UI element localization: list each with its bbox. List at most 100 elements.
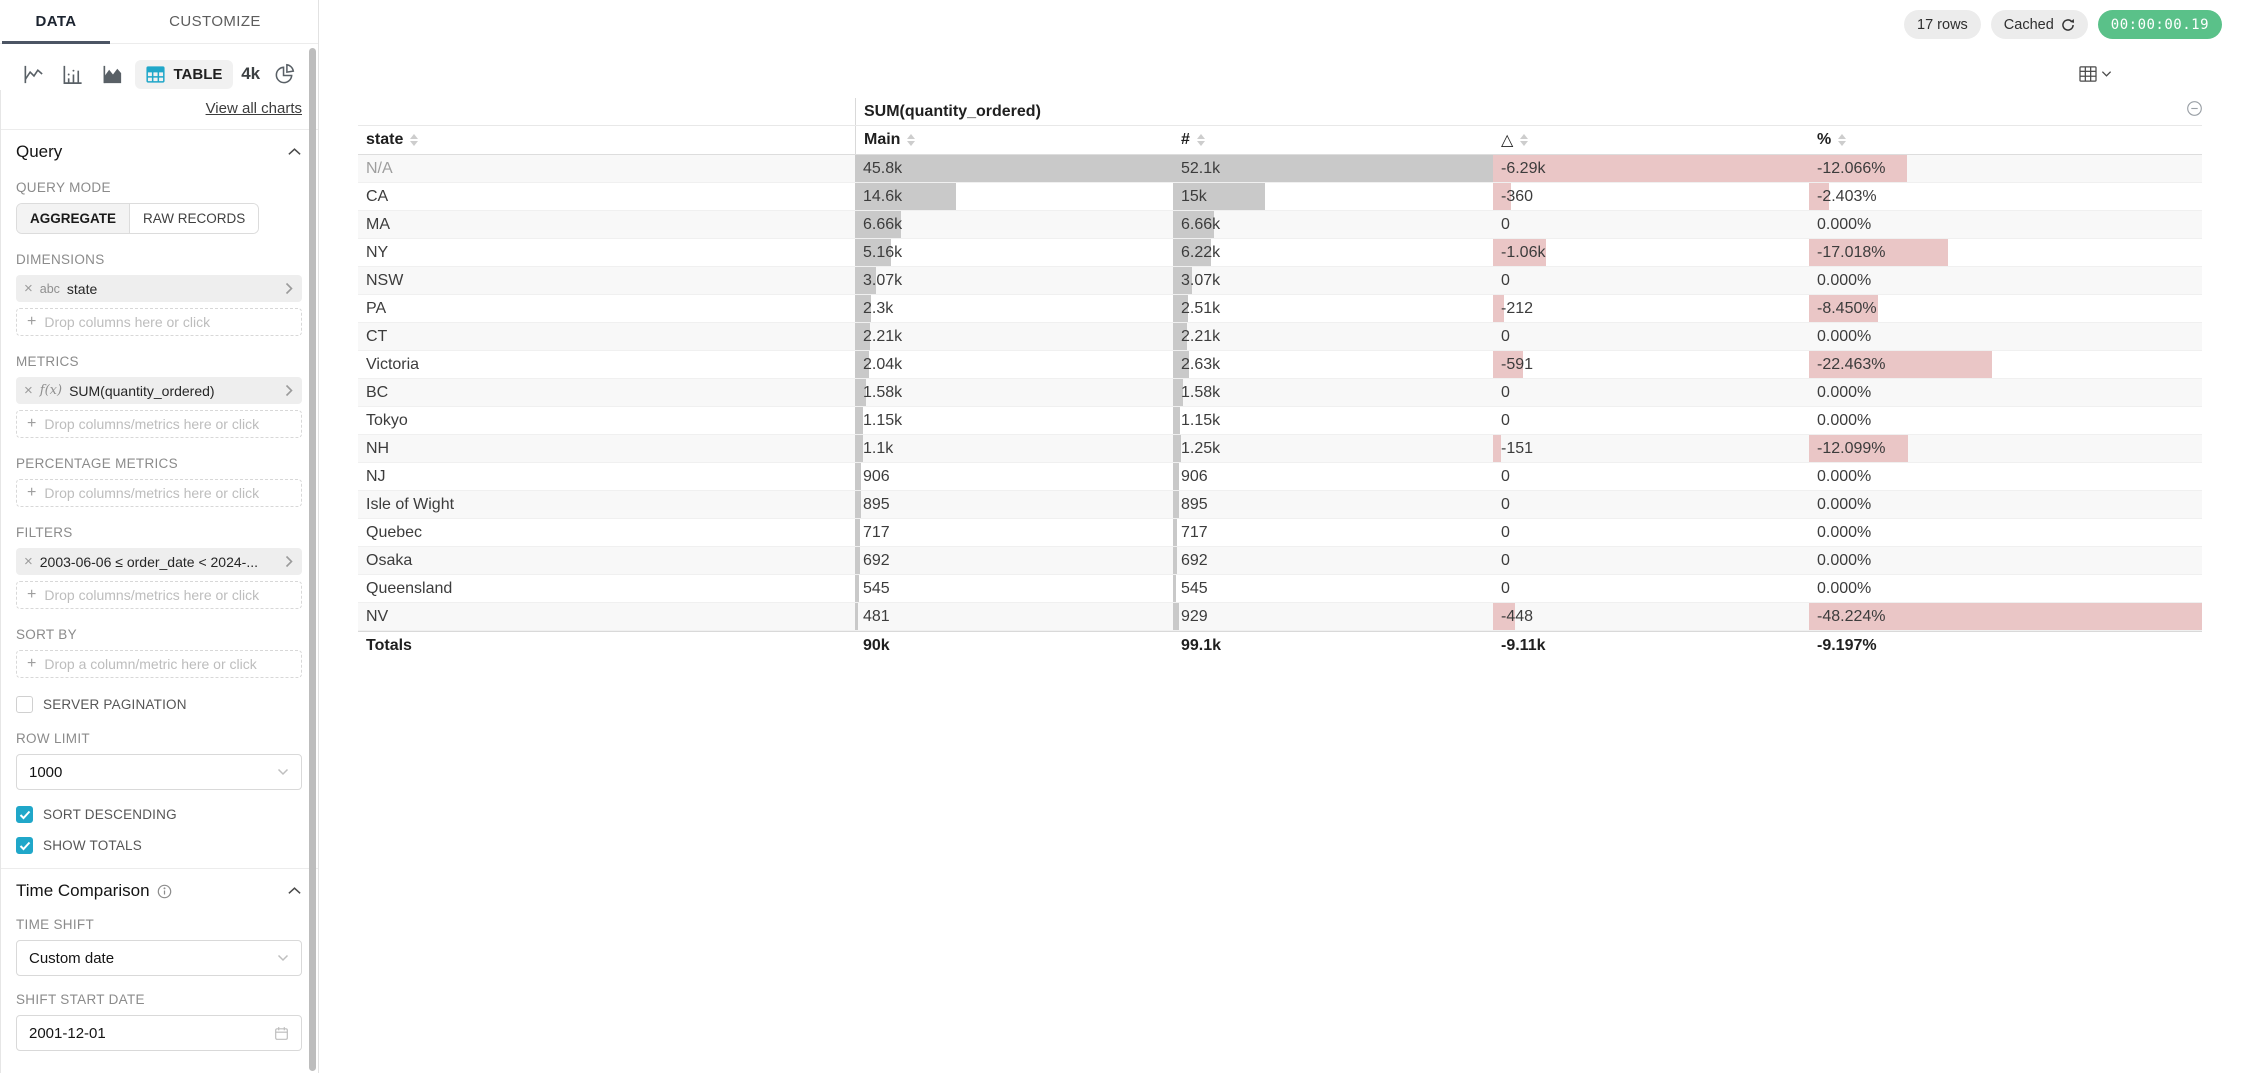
sort-icon	[907, 134, 916, 146]
show-totals-checkbox[interactable]	[16, 837, 33, 854]
viz-selected-table[interactable]: TABLE	[135, 59, 234, 89]
show-totals-label: SHOW TOTALS	[43, 838, 142, 853]
metrics-label: METRICS	[16, 354, 79, 369]
info-icon	[157, 884, 172, 899]
dropzone-text: Drop columns/metrics here or click	[44, 485, 260, 501]
results-table: SUM(quantity_ordered) state Main # △% N/A 45…	[358, 98, 2202, 660]
bar-chart-icon[interactable]	[56, 57, 90, 91]
table-cell: 1.15k	[855, 407, 1173, 434]
table-cell: NJ	[366, 467, 386, 485]
tab-customize[interactable]: CUSTOMIZE	[169, 13, 261, 30]
area-chart-icon[interactable]	[96, 57, 130, 91]
sort-descending-row: SORT DESCENDING	[16, 806, 302, 823]
column-header-pct[interactable]: %	[1809, 126, 2202, 154]
dimensions-dropzone[interactable]: + Drop columns here or click	[16, 308, 302, 336]
sort-by-dropzone[interactable]: + Drop a column/metric here or click	[16, 650, 302, 678]
pie-chart-icon[interactable]	[268, 57, 302, 91]
show-totals-row: SHOW TOTALS	[16, 837, 302, 854]
column-header-state[interactable]: state	[358, 126, 855, 154]
table-cell: 0.000%	[1817, 215, 1872, 233]
column-header-num[interactable]: #	[1173, 126, 1493, 154]
table-cell: 0	[1501, 327, 1510, 345]
dropzone-text: Drop columns/metrics here or click	[44, 416, 260, 432]
sidebar-scrollbar[interactable]	[309, 48, 316, 1071]
table-row: PA 2.3k 2.51k -212 -8.450%	[358, 295, 2202, 323]
table-row: CT 2.21k 2.21k 0 0.000%	[358, 323, 2202, 351]
table-row: Victoria 2.04k 2.63k -591 -22.463%	[358, 351, 2202, 379]
table-cell: 2.21k	[855, 323, 1173, 350]
tab-data[interactable]: DATA	[0, 0, 112, 44]
table-cell: Victoria	[366, 355, 420, 373]
table-cell: 0	[1501, 551, 1510, 569]
results-type-selector[interactable]	[2079, 66, 2112, 82]
metric-pill-sum[interactable]: × f(x) SUM(quantity_ordered)	[16, 377, 302, 404]
chevron-right-icon[interactable]	[276, 384, 302, 397]
filters-dropzone[interactable]: + Drop columns/metrics here or click	[16, 581, 302, 609]
table-header-row: state Main # △%	[358, 126, 2202, 155]
query-mode-toggle: AGGREGATE RAW RECORDS	[16, 203, 260, 234]
table-cell: -8.450%	[1809, 295, 2202, 322]
table-cell: 2.3k	[855, 295, 1173, 322]
table-cell: MA	[366, 215, 390, 233]
view-all-charts-link[interactable]: View all charts	[205, 100, 302, 117]
chevron-right-icon[interactable]	[276, 282, 302, 295]
table-cell: 481	[855, 603, 1173, 630]
shift-start-date-input[interactable]: 2001-12-01	[16, 1015, 302, 1051]
table-cell: 906	[1173, 463, 1493, 490]
raw-records-button[interactable]: RAW RECORDS	[130, 204, 259, 233]
viz-table-label: TABLE	[173, 65, 223, 83]
shift-start-date-label: SHIFT START DATE	[16, 992, 145, 1007]
plus-icon: +	[27, 586, 37, 603]
table-cell: -9.11k	[1501, 637, 1546, 654]
column-header-delta[interactable]: △	[1493, 126, 1809, 154]
close-icon[interactable]: ×	[24, 280, 33, 297]
table-cell: 545	[1173, 575, 1493, 602]
percentage-metrics-dropzone[interactable]: + Drop columns/metrics here or click	[16, 479, 302, 507]
table-cell: 0.000%	[1817, 327, 1872, 345]
table-cell: 0	[1501, 383, 1510, 401]
metrics-dropzone[interactable]: + Drop columns/metrics here or click	[16, 410, 302, 438]
close-icon[interactable]: ×	[24, 382, 33, 399]
time-comparison-section-header[interactable]: Time Comparison	[16, 869, 302, 901]
table-group-header-row: SUM(quantity_ordered)	[358, 98, 2202, 126]
table-cell: 692	[1173, 547, 1493, 574]
sort-descending-checkbox[interactable]	[16, 806, 33, 823]
table-cell: NV	[366, 607, 389, 625]
server-pagination-checkbox[interactable]	[16, 696, 33, 713]
chevron-down-icon	[277, 954, 289, 962]
table-cell: Isle of Wight	[366, 495, 455, 513]
table-cell: -12.099%	[1809, 435, 2202, 462]
table-cell: 0.000%	[1817, 467, 1872, 485]
table-cell: 2.63k	[1173, 351, 1493, 378]
dimension-pill-state[interactable]: × abc state	[16, 275, 302, 302]
table-cell: 0	[1501, 523, 1510, 541]
table-cell: -17.018%	[1809, 239, 2202, 266]
close-icon[interactable]: ×	[24, 553, 33, 570]
column-header-main[interactable]: Main	[855, 126, 1173, 154]
server-pagination-label: SERVER PAGINATION	[43, 697, 187, 712]
refresh-icon[interactable]	[2061, 18, 2075, 32]
collapse-circle-minus-icon[interactable]	[2186, 100, 2203, 117]
filter-pill-order-date[interactable]: × 2003-06-06 ≤ order_date < 2024-...	[16, 548, 302, 575]
line-chart-icon[interactable]	[16, 57, 50, 91]
table-cell: 6.22k	[1173, 239, 1493, 266]
table-cell: -48.224%	[1809, 603, 2202, 630]
dropzone-text: Drop a column/metric here or click	[44, 656, 257, 672]
table-cell: 0	[1501, 495, 1510, 513]
table-cell: -448	[1493, 603, 1809, 630]
time-comparison-title: Time Comparison	[16, 881, 150, 900]
dropzone-text: Drop columns/metrics here or click	[44, 587, 260, 603]
row-limit-select[interactable]: 1000	[16, 754, 302, 790]
table-cell: 692	[855, 547, 1173, 574]
chevron-right-icon[interactable]	[276, 555, 302, 568]
query-status-badges: 17 rows Cached 00:00:00.19	[1904, 10, 2222, 39]
table-cell: 6.66k	[855, 211, 1173, 238]
time-shift-select[interactable]: Custom date	[16, 940, 302, 976]
timer-badge: 00:00:00.19	[2097, 10, 2222, 39]
cached-badge[interactable]: Cached	[1990, 10, 2088, 39]
aggregate-button[interactable]: AGGREGATE	[17, 204, 131, 233]
query-section-header[interactable]: Query	[16, 130, 302, 162]
big-number-icon[interactable]: 4k	[241, 64, 261, 83]
row-count-badge: 17 rows	[1904, 10, 1981, 39]
